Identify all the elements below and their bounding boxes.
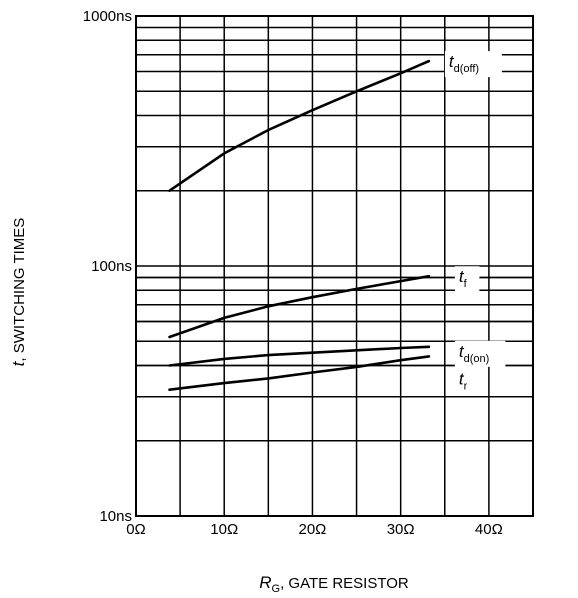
series-label-background bbox=[454, 368, 480, 395]
series-curve-r bbox=[168, 355, 431, 391]
y-tick-label: 10ns bbox=[99, 508, 132, 525]
series-labels: td(off) tf td(on) tr bbox=[444, 51, 506, 395]
x-tick-label: 20Ω bbox=[298, 521, 326, 538]
series-label-f: tf bbox=[459, 267, 468, 290]
x-tick-label: 0Ω bbox=[126, 521, 146, 538]
y-tick-label: 1000ns bbox=[83, 8, 132, 25]
series-curves bbox=[168, 59, 431, 391]
grid bbox=[136, 16, 533, 516]
x-tick-labels: 0Ω 10Ω 20Ω 30Ω 40Ω bbox=[126, 521, 503, 538]
series-curve-d(on) bbox=[168, 345, 431, 367]
series-curve-f bbox=[168, 274, 431, 339]
series-label-background bbox=[444, 51, 502, 78]
series-curve-d(off) bbox=[168, 59, 431, 192]
series-label-background bbox=[454, 340, 506, 367]
y-tick-labels: 10ns 100ns 1000ns bbox=[83, 8, 132, 525]
y-tick-label: 100ns bbox=[91, 258, 132, 275]
x-tick-label: 30Ω bbox=[387, 521, 415, 538]
series-label-r: tr bbox=[459, 369, 468, 392]
series-label-background bbox=[454, 266, 480, 293]
x-tick-label: 10Ω bbox=[210, 521, 238, 538]
series-label-d(off): td(off) bbox=[449, 52, 479, 75]
series-label-d(on): td(on) bbox=[459, 342, 489, 365]
x-axis-label: RG, GATE RESISTOR bbox=[259, 573, 409, 595]
y-axis-label: t, SWITCHING TIMES bbox=[9, 218, 28, 367]
x-tick-label: 40Ω bbox=[475, 521, 503, 538]
plot-frame bbox=[135, 15, 534, 517]
